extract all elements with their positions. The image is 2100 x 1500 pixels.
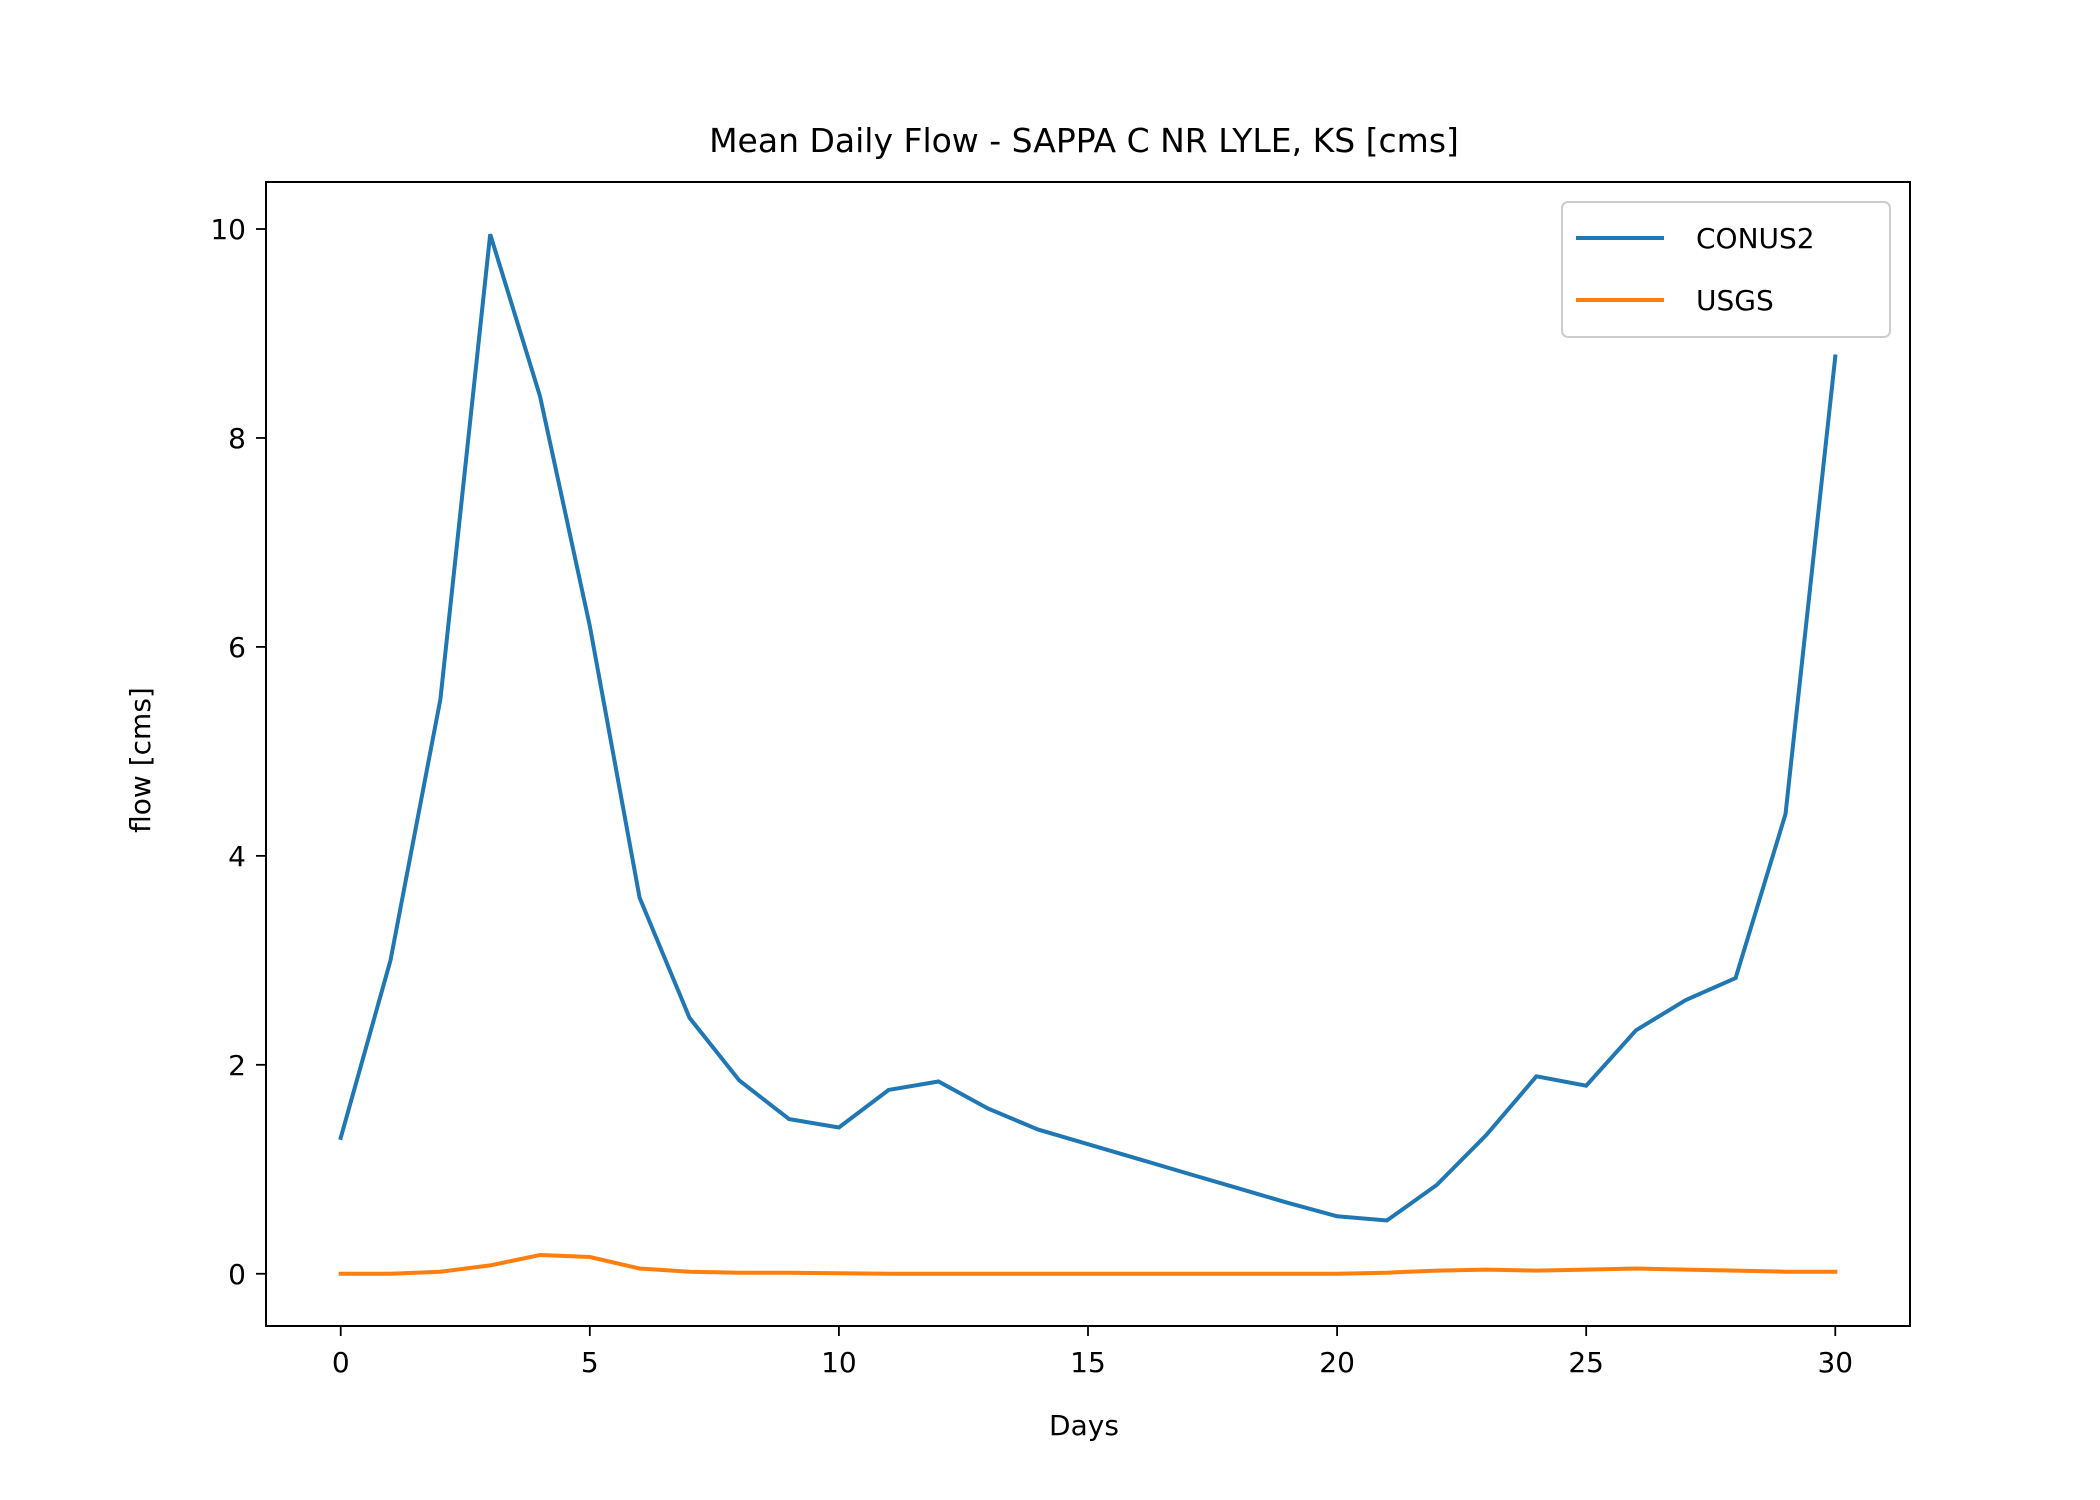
x-tick-label: 15 <box>1070 1346 1106 1379</box>
x-tick-label: 10 <box>821 1346 857 1379</box>
series-line-conus2 <box>338 233 1838 1223</box>
y-tick-label: 8 <box>228 422 246 455</box>
x-axis-label: Days <box>1049 1409 1119 1442</box>
x-tick-label: 30 <box>1817 1346 1853 1379</box>
x-tick-label: 20 <box>1319 1346 1355 1379</box>
x-tick-label: 5 <box>581 1346 599 1379</box>
y-axis: 0 2 4 6 8 10 <box>210 213 266 1291</box>
series-lines <box>338 233 1838 1276</box>
legend-label-usgs: USGS <box>1696 284 1774 317</box>
chart-title: Mean Daily Flow - SAPPA C NR LYLE, KS [c… <box>709 121 1459 160</box>
y-axis-label: flow [cms] <box>124 687 157 833</box>
y-tick-label: 10 <box>210 213 246 246</box>
y-tick-label: 4 <box>228 840 246 873</box>
legend: CONUS2 USGS <box>1561 201 1891 338</box>
x-axis: 0 5 10 15 20 25 30 <box>332 1326 1853 1379</box>
series-line-usgs <box>338 1252 1838 1276</box>
legend-label-conus2: CONUS2 <box>1696 222 1815 255</box>
x-tick-label: 0 <box>332 1346 350 1379</box>
y-tick-label: 6 <box>228 631 246 664</box>
y-tick-label: 2 <box>228 1049 246 1082</box>
x-tick-label: 25 <box>1568 1346 1604 1379</box>
legend-box <box>1561 201 1891 338</box>
y-tick-label: 0 <box>228 1258 246 1291</box>
